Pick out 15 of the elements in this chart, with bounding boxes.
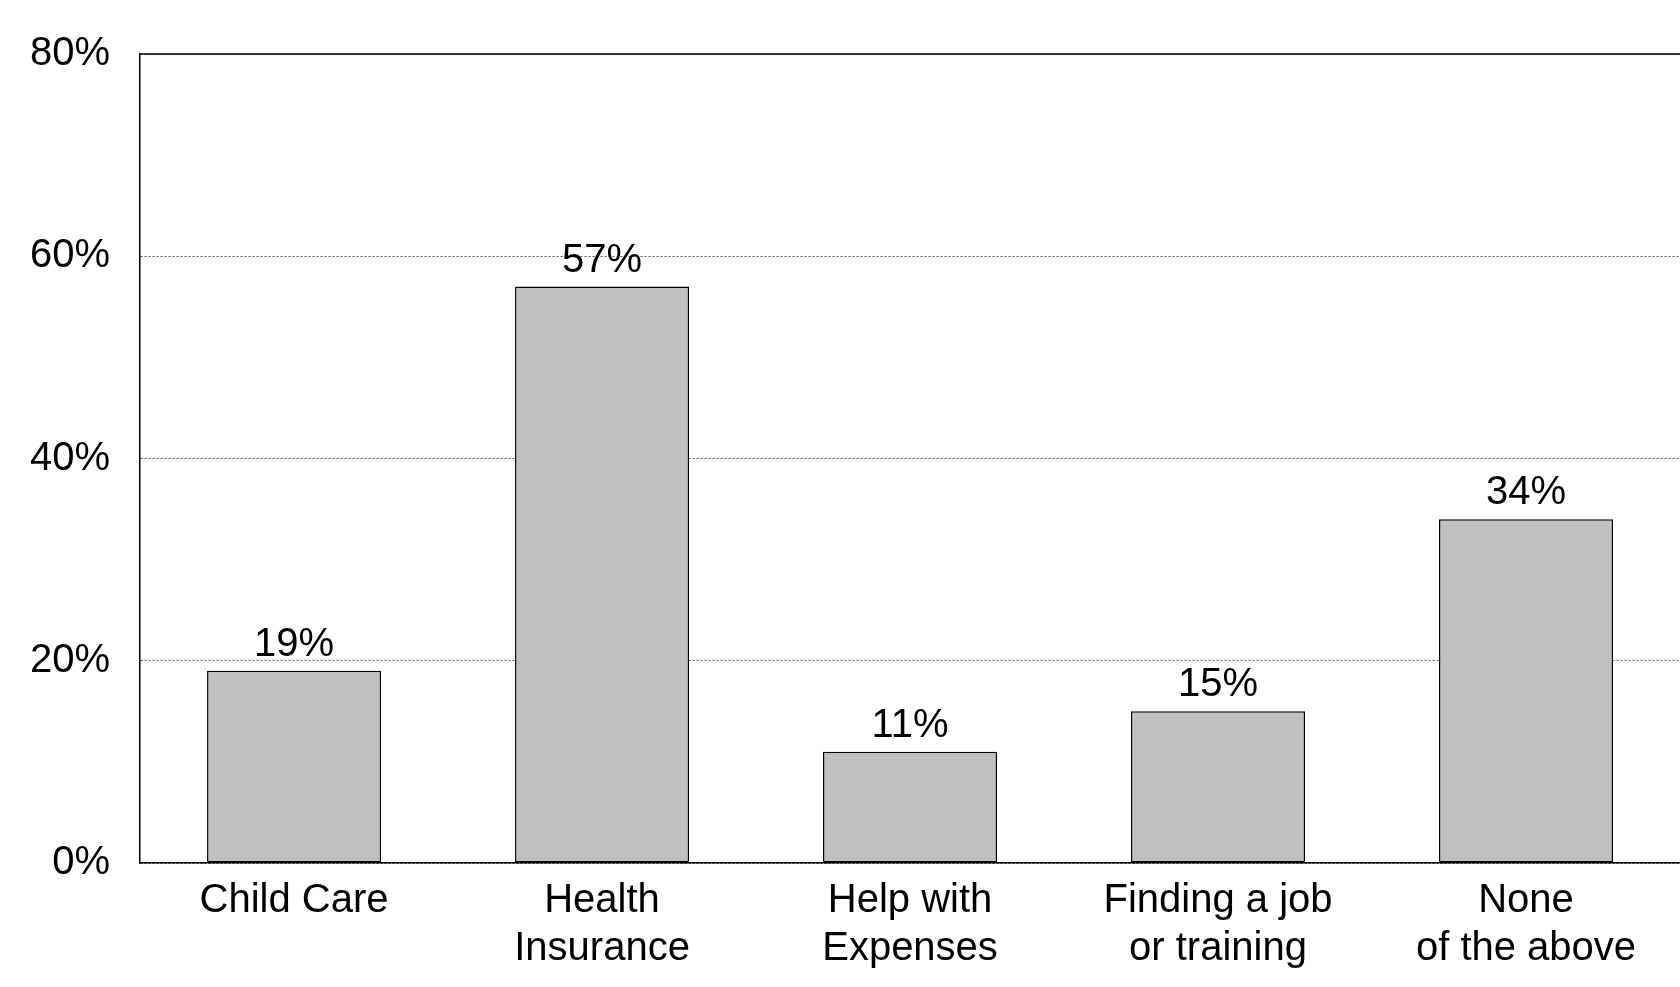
data-label: 11% xyxy=(871,700,949,745)
x-tick-label: Child Care xyxy=(199,876,389,921)
y-tick-label: 60% xyxy=(30,231,111,276)
x-tick-label: Finding a job or training xyxy=(1103,876,1333,969)
data-label: 19% xyxy=(254,619,335,664)
x-tick-label: None of the above xyxy=(1415,876,1637,969)
data-label: 34% xyxy=(1485,468,1567,513)
y-tick-label: 40% xyxy=(30,433,111,478)
y-tick-label: 20% xyxy=(30,635,111,680)
data-label: 15% xyxy=(1177,660,1259,705)
y-tick-label: 80% xyxy=(30,29,111,74)
data-label: 57% xyxy=(562,235,643,280)
y-tick-label: 0% xyxy=(52,838,111,883)
x-tick-label: Help with Expenses xyxy=(822,876,998,969)
x-tick-label: Health Insurance xyxy=(514,876,690,969)
